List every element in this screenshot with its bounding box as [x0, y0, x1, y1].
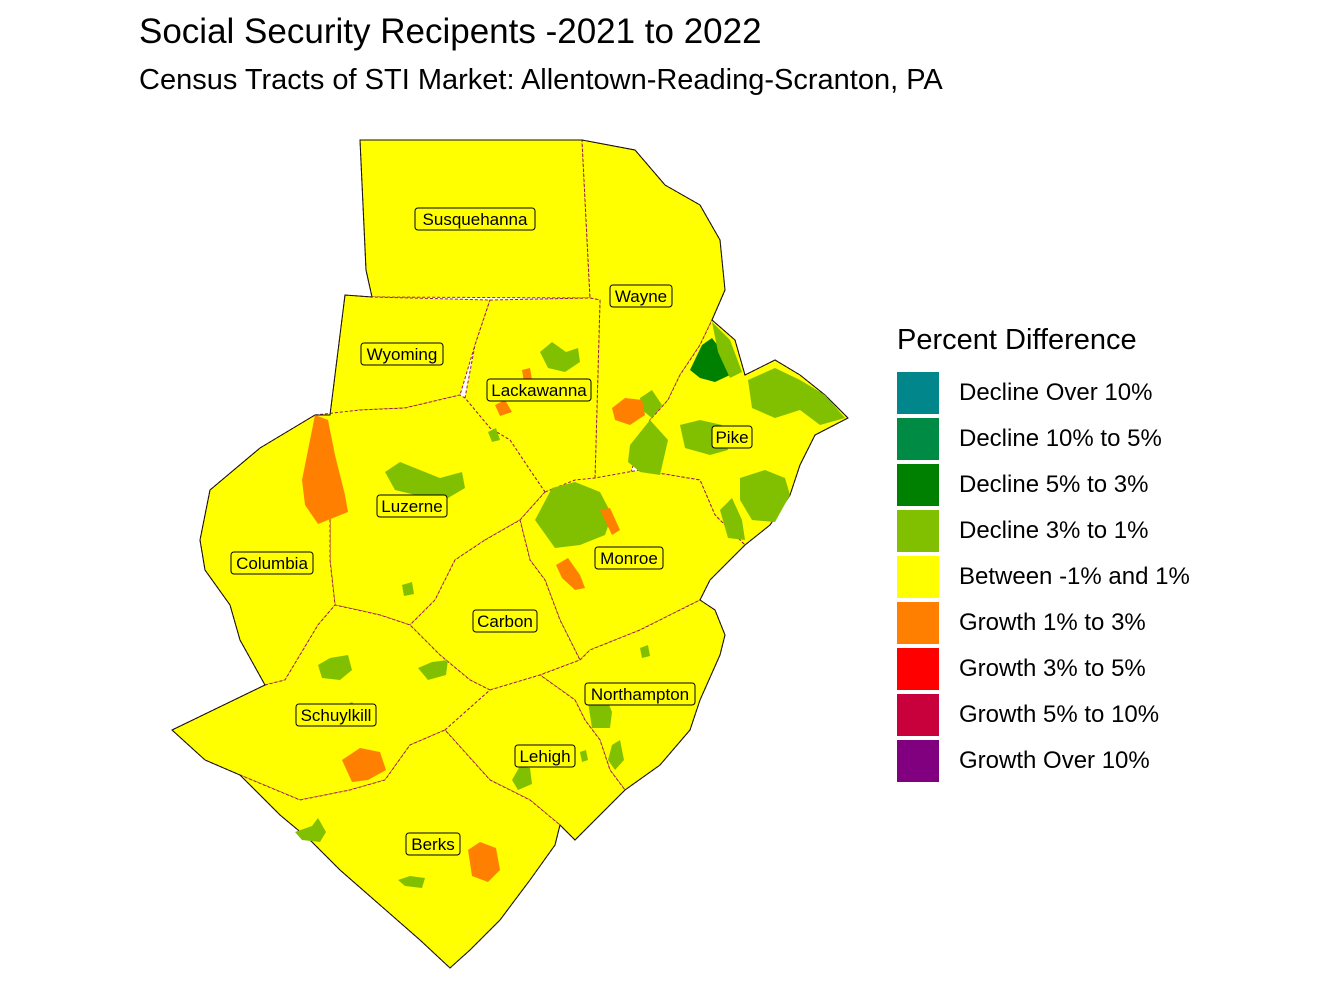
label-lehigh: Lehigh: [514, 744, 576, 768]
legend-item: Decline 5% to 3%: [897, 462, 1190, 508]
tract-northampton-e[interactable]: [640, 645, 650, 658]
tract-berks-s[interactable]: [398, 876, 425, 888]
legend-item: Decline Over 10%: [897, 370, 1190, 416]
label-schuylkill: Schuylkill: [295, 703, 377, 727]
tract-luzerne-west[interactable]: [302, 415, 348, 524]
legend-item: Decline 3% to 1%: [897, 508, 1190, 554]
tract-wayne-ne[interactable]: [712, 322, 742, 378]
tract-lackawanna-small[interactable]: [488, 428, 500, 442]
tract-berks-o[interactable]: [468, 842, 500, 882]
svg-text:Lackawanna: Lackawanna: [491, 381, 587, 400]
legend-swatch: [897, 602, 939, 644]
svg-text:Schuylkill: Schuylkill: [301, 706, 372, 725]
label-wayne: Wayne: [609, 284, 673, 308]
county-labels: Susquehanna Wayne Wyoming Lackawanna Pik…: [230, 207, 753, 856]
legend-label: Growth 3% to 5%: [959, 655, 1146, 682]
tract-schuylkill-ne[interactable]: [418, 660, 448, 680]
svg-text:Wayne: Wayne: [615, 287, 667, 306]
svg-text:Berks: Berks: [411, 835, 454, 854]
label-pike: Pike: [711, 425, 753, 449]
label-berks: Berks: [405, 832, 461, 856]
legend-item: Between -1% and 1%: [897, 554, 1190, 600]
legend-label: Decline Over 10%: [959, 379, 1153, 406]
tract-schuylkill-n[interactable]: [318, 655, 352, 680]
legend-item: Decline 10% to 5%: [897, 416, 1190, 462]
tract-pike-east[interactable]: [748, 368, 845, 425]
tract-pike-south[interactable]: [740, 470, 790, 522]
tract-wayne-south[interactable]: [628, 420, 668, 475]
tract-lehigh-small[interactable]: [580, 750, 588, 762]
legend-swatch: [897, 648, 939, 690]
label-susquehanna: Susquehanna: [414, 207, 536, 231]
legend-label: Growth 1% to 3%: [959, 609, 1146, 636]
legend-label: Between -1% and 1%: [959, 563, 1190, 590]
legend-label: Decline 3% to 1%: [959, 517, 1149, 544]
tracts-decline-3-1: [295, 322, 845, 888]
legend-swatch: [897, 740, 939, 782]
legend-label: Decline 10% to 5%: [959, 425, 1162, 452]
label-wyoming: Wyoming: [360, 342, 444, 366]
label-monroe: Monroe: [594, 546, 664, 570]
tracts-growth-1-3: [302, 368, 645, 882]
svg-text:Monroe: Monroe: [600, 549, 658, 568]
tract-pike-sw[interactable]: [720, 498, 745, 540]
legend-swatch: [897, 556, 939, 598]
label-northampton: Northampton: [584, 682, 696, 706]
tract-northampton-s[interactable]: [608, 740, 624, 770]
tract-luzerne-small[interactable]: [402, 582, 414, 596]
tract-monroe-ne[interactable]: [600, 508, 620, 535]
market-outline: [171, 139, 849, 969]
svg-text:Susquehanna: Susquehanna: [423, 210, 528, 229]
svg-text:Pike: Pike: [715, 428, 748, 447]
label-carbon: Carbon: [472, 609, 538, 633]
tract-lackawanna-n[interactable]: [540, 342, 580, 372]
tract-monroe-nw[interactable]: [535, 482, 612, 548]
legend-swatch: [897, 372, 939, 414]
legend-label: Growth Over 10%: [959, 747, 1150, 774]
svg-text:Lehigh: Lehigh: [519, 747, 570, 766]
svg-text:Wyoming: Wyoming: [367, 345, 438, 364]
svg-text:Carbon: Carbon: [477, 612, 533, 631]
legend-item: Growth Over 10%: [897, 738, 1190, 784]
svg-text:Northampton: Northampton: [591, 685, 689, 704]
legend-swatch: [897, 418, 939, 460]
legend-label: Decline 5% to 3%: [959, 471, 1149, 498]
svg-text:Luzerne: Luzerne: [381, 497, 442, 516]
legend-swatch: [897, 464, 939, 506]
label-luzerne: Luzerne: [376, 494, 448, 518]
tract-wayne-sw[interactable]: [612, 398, 645, 425]
map-subtitle: Census Tracts of STI Market: Allentown-R…: [139, 64, 943, 96]
map-title: Social Security Recipents -2021 to 2022: [139, 12, 762, 51]
legend-title: Percent Difference: [897, 324, 1137, 356]
legend-item: Growth 3% to 5%: [897, 646, 1190, 692]
tract-berks-w[interactable]: [295, 818, 326, 842]
label-columbia: Columbia: [230, 551, 314, 575]
legend-item: Growth 5% to 10%: [897, 692, 1190, 738]
tract-monroe-w[interactable]: [556, 558, 585, 590]
tract-schuylkill-o[interactable]: [342, 748, 386, 782]
tract-lackawanna-o1[interactable]: [495, 400, 512, 416]
label-lackawanna: Lackawanna: [486, 378, 592, 402]
legend-item: Growth 1% to 3%: [897, 600, 1190, 646]
legend-label: Growth 5% to 10%: [959, 701, 1160, 728]
legend: Percent Difference Decline Over 10% Decl…: [897, 322, 1190, 784]
tract-lehigh[interactable]: [512, 766, 532, 790]
tract-wayne-mid[interactable]: [640, 390, 662, 418]
svg-text:Columbia: Columbia: [236, 554, 308, 573]
legend-swatch: [897, 510, 939, 552]
tract-luzerne-center[interactable]: [385, 462, 465, 498]
legend-swatch: [897, 694, 939, 736]
